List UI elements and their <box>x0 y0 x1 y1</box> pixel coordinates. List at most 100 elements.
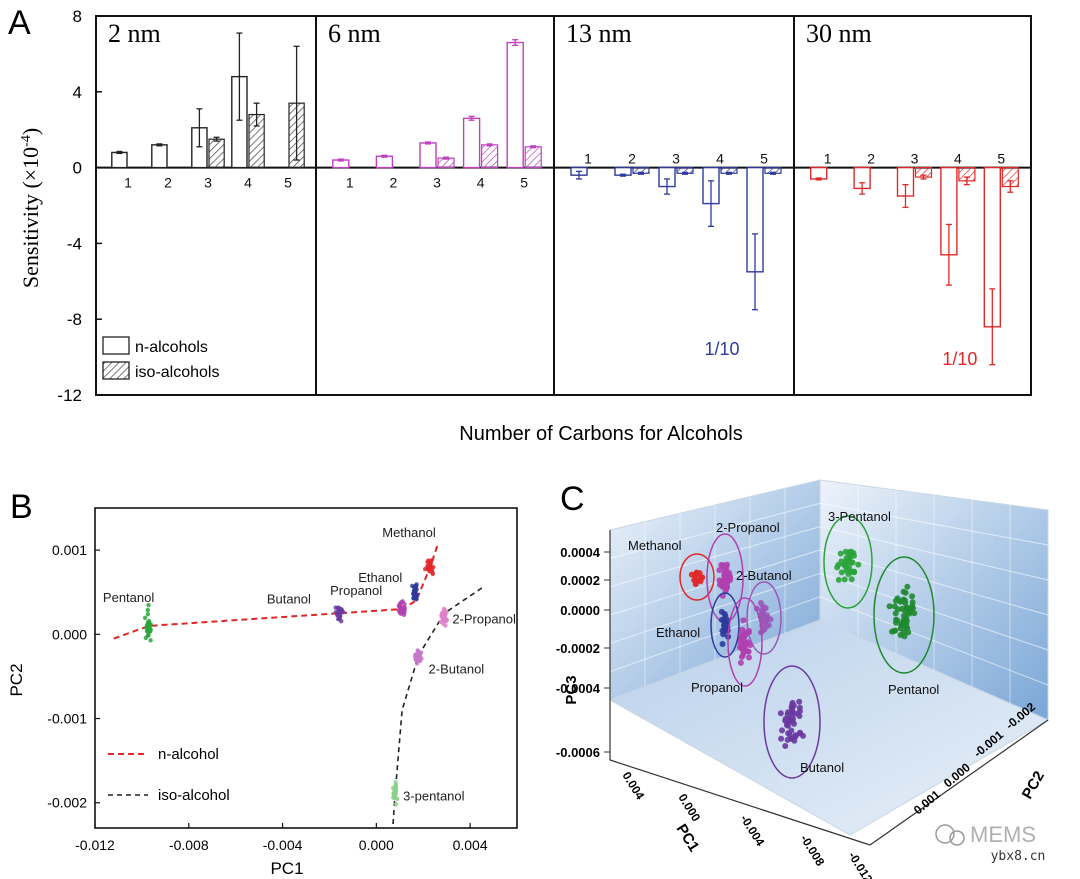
panel-a-y-tick-label: 4 <box>73 83 82 102</box>
panel-b-point <box>400 599 405 604</box>
panel-c-grid-line <box>609 596 821 673</box>
panel-a-bar-n <box>375 155 394 169</box>
panel-c-point <box>903 615 910 622</box>
panel-b-point <box>414 592 420 598</box>
panel-a-bar-n <box>506 41 524 169</box>
panel-a-legend-n: n-alcohols <box>135 339 208 356</box>
panel-c-point <box>721 610 728 617</box>
panel-c-cluster-label: 2-Propanol <box>716 520 780 535</box>
panel-a-bar-n <box>419 142 437 169</box>
panel-c-z-tick-label: -0.0006 <box>556 745 600 760</box>
panel-b-point <box>411 589 417 594</box>
panel-b-cluster-label: 2-Butanol <box>429 661 485 676</box>
panel-b-point <box>337 616 342 622</box>
panel-c-point <box>779 727 786 734</box>
panel-c-grid-line <box>609 502 821 559</box>
panel-a-bar-iso <box>524 146 542 169</box>
panel-b-x-tick-label: -0.008 <box>169 837 209 853</box>
panel-a-category-label: 5 <box>760 151 768 167</box>
panel-a-y-axis-label-close: ) <box>18 128 43 135</box>
panel-b-point <box>336 609 341 615</box>
panel-b-point <box>146 602 151 608</box>
wechat-icon-bubble <box>949 830 965 846</box>
panel-c-z-tick-label: 0.0004 <box>560 545 601 560</box>
watermark-brand: MEMS <box>970 822 1036 847</box>
panel-c-point <box>899 605 906 612</box>
wechat-icon <box>935 824 955 844</box>
panel-c-point <box>848 576 855 583</box>
panel-c-point <box>834 564 841 571</box>
panel-c-point <box>785 715 792 722</box>
panel-c-point <box>849 559 856 566</box>
panel-c-point <box>889 628 896 635</box>
panel-c-point <box>785 722 792 729</box>
panel-c-cluster-ellipse <box>763 665 821 779</box>
panel-a-bar-chart: Sensitivity (×10-4) Number of Carbons fo… <box>18 7 1032 445</box>
panel-a-category-label: 3 <box>433 175 441 191</box>
panel-c-grid-line <box>819 549 1049 616</box>
panel-b-x-tick-label: -0.012 <box>75 837 115 853</box>
panel-a-category-label: 1 <box>346 175 354 191</box>
panel-c-point <box>716 567 723 574</box>
panel-a-y-axis-label-text: Sensitivity (×10 <box>18 147 43 288</box>
panel-a-category-label: 4 <box>477 175 485 191</box>
panel-c-x-tick-label: 0.000 <box>675 791 703 824</box>
panel-c-grid-line <box>819 502 1049 546</box>
panel-c-point <box>740 642 747 649</box>
panel-label-c: C <box>560 480 585 518</box>
panel-b-point <box>414 658 419 663</box>
panel-b-y-tick-label: 0.001 <box>52 542 87 558</box>
panel-c-x-axis-label: PC1 <box>673 821 703 855</box>
panel-a-category-label: 1 <box>124 175 132 191</box>
panel-b-legend-n: n-alcohol <box>158 746 219 763</box>
panel-b-point <box>336 605 341 611</box>
panel-c-point <box>737 659 744 666</box>
panel-a-frame <box>95 15 1032 396</box>
panel-c-cluster-ellipse <box>679 553 715 601</box>
panel-c-point <box>782 742 789 749</box>
panel-c-point <box>892 597 899 604</box>
panel-c-point <box>745 627 752 634</box>
panel-c-point <box>909 602 916 609</box>
panel-a-y-tick-label: -8 <box>67 310 82 329</box>
panel-b-point <box>428 559 433 564</box>
panel-label-a: A <box>8 4 31 42</box>
panel-a-category-label: 2 <box>390 175 398 191</box>
panel-a-scale-note: 1/10 <box>704 339 739 359</box>
panel-c-cluster: 2-Propanol <box>706 520 780 623</box>
panel-b-iso-alcohol-trend <box>391 587 483 829</box>
panel-c-grid-line <box>609 572 821 644</box>
panel-c-x-tick-label: -0.004 <box>737 812 767 849</box>
panel-c-x-tick-label: -0.008 <box>797 832 827 869</box>
panel-b-point <box>148 638 153 643</box>
panel-b-point <box>393 801 399 807</box>
panel-c-cluster-ellipse <box>746 581 782 655</box>
panel-b-point <box>340 609 346 615</box>
panel-c-point <box>788 735 795 742</box>
panel-a-category-label: 1 <box>584 151 592 167</box>
panel-b-point <box>393 780 398 785</box>
panel-c-cluster-label: Pentanol <box>888 682 939 697</box>
panel-c-z-tick-label: -0.0004 <box>556 681 601 696</box>
panel-c-point <box>788 707 795 714</box>
panel-b-frame <box>94 507 518 829</box>
panel-c-point <box>740 617 747 624</box>
panel-c-point <box>904 624 911 631</box>
panel-a-bar-n <box>462 117 481 169</box>
panel-c-point <box>796 704 803 711</box>
panel-c-point <box>850 569 857 576</box>
panel-b-point <box>395 796 400 801</box>
panel-b-point <box>146 629 152 634</box>
panel-c-point <box>904 583 911 590</box>
panel-c-point <box>894 617 901 624</box>
panel-c-point <box>740 647 747 654</box>
panel-a-scale-note: 1/10 <box>942 349 977 369</box>
panel-a-y-tick-label: 8 <box>73 7 82 26</box>
panel-c-point <box>740 634 747 641</box>
panel-a-legend-swatch-iso <box>102 361 130 380</box>
panel-a-x-axis-label: Number of Carbons for Alcohols <box>459 423 742 445</box>
watermark-site: ybx8.cn <box>991 849 1046 864</box>
panel-c-point <box>792 732 799 739</box>
panel-a-subpanel-title: 13 nm <box>566 19 632 48</box>
panel-c-cluster: Methanol <box>628 538 715 601</box>
